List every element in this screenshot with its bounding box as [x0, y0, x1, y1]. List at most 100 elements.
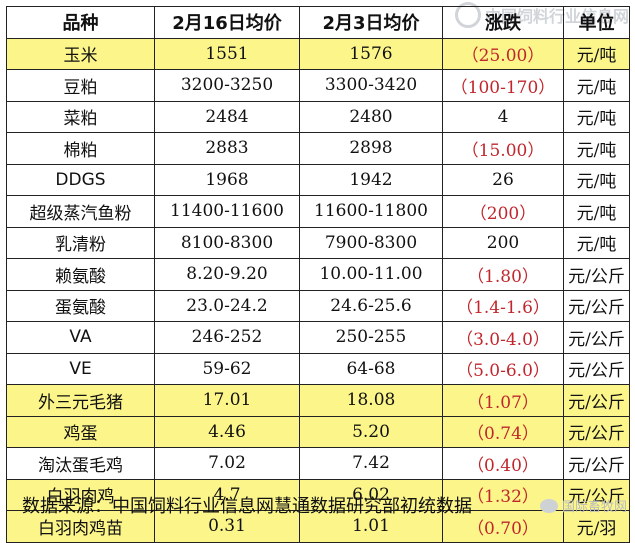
cell-unit: 元/羽: [563, 510, 630, 543]
cell-variety: 鸡蛋: [6, 415, 155, 448]
cell-change: （0.74）: [442, 415, 564, 448]
cell-price-feb16: 2484: [154, 100, 300, 133]
header-variety: 品种: [6, 6, 155, 39]
cell-price-feb3: 7900-8300: [299, 226, 443, 259]
cell-change: 26: [442, 163, 564, 196]
cell-unit: 元/公斤: [563, 415, 630, 448]
cell-price-feb3: 18.08: [299, 384, 443, 417]
cell-price-feb3: 11600-11800: [299, 195, 443, 228]
cell-price-feb16: 17.01: [154, 384, 300, 417]
cell-unit: 元/公斤: [563, 258, 630, 291]
cell-unit: 元/公斤: [563, 352, 630, 385]
cell-price-feb3: 1942: [299, 163, 443, 196]
cell-unit: 元/吨: [563, 195, 630, 228]
cell-change: （5.0-6.0）: [442, 352, 564, 385]
cell-price-feb3: 64-68: [299, 352, 443, 385]
table-row: 赖氨酸 8.20-9.20 10.00-11.00 （1.80） 元/公斤: [6, 258, 630, 291]
table-row: 菜粕 2484 2480 4 元/吨: [6, 100, 630, 133]
cell-unit: 元/公斤: [563, 289, 630, 322]
cell-unit: 元/吨: [563, 226, 630, 259]
cell-variety: VE: [6, 352, 155, 385]
cell-change: （0.40）: [442, 447, 564, 480]
header-unit: 单位: [563, 6, 630, 39]
cell-variety: 棉粕: [6, 132, 155, 165]
header-price-feb16: 2月16日均价: [154, 6, 300, 39]
cell-price-feb16: 3200-3250: [154, 69, 300, 102]
table-row: 超级蒸汽鱼粉 11400-11600 11600-11800 （200） 元/吨: [6, 195, 630, 228]
cell-unit: 元/吨: [563, 163, 630, 196]
cell-change: （15.00）: [442, 132, 564, 165]
table-row: 玉米 1551 1576 （25.00） 元/吨: [6, 37, 630, 70]
table-header-row: 品种 2月16日均价 2月3日均价 涨跌 单位: [6, 6, 630, 39]
cell-price-feb16: 7.02: [154, 447, 300, 480]
cell-price-feb3: 2898: [299, 132, 443, 165]
table-row: 豆粕 3200-3250 3300-3420 （100-170） 元/吨: [6, 69, 630, 102]
cell-unit: 元/吨: [563, 132, 630, 165]
price-table: 品种 2月16日均价 2月3日均价 涨跌 单位 玉米 1551 1576 （25.00…: [6, 6, 630, 543]
cell-unit: 元/公斤: [563, 384, 630, 417]
cell-unit: 元/公斤: [563, 447, 630, 480]
cell-change: （3.0-4.0）: [442, 321, 564, 354]
table-body: 玉米 1551 1576 （25.00） 元/吨 豆粕 3200-3250 3300-3420…: [6, 37, 630, 543]
cell-change: （100-170）: [442, 69, 564, 102]
table-row: 棉粕 2883 2898 （15.00） 元/吨: [6, 132, 630, 165]
table-row: 乳清粉 8100-8300 7900-8300 200 元/吨: [6, 226, 630, 259]
cell-unit: 元/公斤: [563, 321, 630, 354]
table-row: VE 59-62 64-68 （5.0-6.0） 元/公斤: [6, 352, 630, 385]
cell-change: （1.07）: [442, 384, 564, 417]
cell-unit: 元/公斤: [563, 478, 630, 511]
cell-price-feb16: 23.0-24.2: [154, 289, 300, 322]
cell-price-feb16: 11400-11600: [154, 195, 300, 228]
price-table-container: 品种 2月16日均价 2月3日均价 涨跌 单位 玉米 1551 1576 （25.00…: [6, 6, 630, 543]
cell-price-feb16: 2883: [154, 132, 300, 165]
cell-unit: 元/吨: [563, 69, 630, 102]
cell-price-feb3: 2480: [299, 100, 443, 133]
data-source-note: 数据来源：中国饲料行业信息网慧通数据研究部初统数据: [22, 496, 472, 517]
cell-price-feb3: 7.42: [299, 447, 443, 480]
cell-unit: 元/吨: [563, 100, 630, 133]
table-row: 外三元毛猪 17.01 18.08 （1.07） 元/公斤: [6, 384, 630, 417]
watermark-bottom-text: 国际畜牧网: [561, 500, 627, 515]
cell-price-feb16: 246-252: [154, 321, 300, 354]
header-change: 涨跌: [442, 6, 564, 39]
cell-price-feb16: 1968: [154, 163, 300, 196]
cell-price-feb3: 6.02: [299, 478, 443, 511]
cell-variety: 乳清粉: [6, 226, 155, 259]
cell-price-feb16: 8.20-9.20: [154, 258, 300, 291]
cell-price-feb3: 5.20: [299, 415, 443, 448]
cell-change: （1.4-1.6）: [442, 289, 564, 322]
wechat-icon: [539, 498, 558, 513]
watermark-logo-bottom: 国际畜牧网: [539, 496, 627, 515]
cell-variety: 豆粕: [6, 69, 155, 102]
table-row: 蛋氨酸 23.0-24.2 24.6-25.6 （1.4-1.6） 元/公斤: [6, 289, 630, 322]
table-row: DDGS 1968 1942 26 元/吨: [6, 163, 630, 196]
cell-variety: 菜粕: [6, 100, 155, 133]
cell-variety: 赖氨酸: [6, 258, 155, 291]
table-row: VA 246-252 250-255 （3.0-4.0） 元/公斤: [6, 321, 630, 354]
cell-variety: 外三元毛猪: [6, 384, 155, 417]
cell-variety: VA: [6, 321, 155, 354]
table-row: 淘汰蛋毛鸡 7.02 7.42 （0.40） 元/公斤: [6, 447, 630, 480]
cell-change: 200: [442, 226, 564, 259]
table-row: 白羽肉鸡 4.7 6.02 （1.32） 元/公斤: [6, 478, 630, 511]
cell-unit: 元/吨: [563, 37, 630, 70]
cell-price-feb3: 1576: [299, 37, 443, 70]
cell-price-feb3: 24.6-25.6: [299, 289, 443, 322]
cell-variety: 淘汰蛋毛鸡: [6, 447, 155, 480]
cell-price-feb16: 8100-8300: [154, 226, 300, 259]
cell-price-feb3: 10.00-11.00: [299, 258, 443, 291]
cell-price-feb16: 1551: [154, 37, 300, 70]
cell-price-feb16: 4.7: [154, 478, 300, 511]
cell-change: （25.00）: [442, 37, 564, 70]
cell-price-feb3: 3300-3420: [299, 69, 443, 102]
cell-change: （1.80）: [442, 258, 564, 291]
cell-price-feb16: 4.46: [154, 415, 300, 448]
cell-price-feb3: 250-255: [299, 321, 443, 354]
table-row: 鸡蛋 4.46 5.20 （0.74） 元/公斤: [6, 415, 630, 448]
cell-variety: DDGS: [6, 163, 155, 196]
cell-price-feb16: 59-62: [154, 352, 300, 385]
header-price-feb3: 2月3日均价: [299, 6, 443, 39]
cell-variety: 玉米: [6, 37, 155, 70]
cell-variety: 蛋氨酸: [6, 289, 155, 322]
cell-change: （200）: [442, 195, 564, 228]
